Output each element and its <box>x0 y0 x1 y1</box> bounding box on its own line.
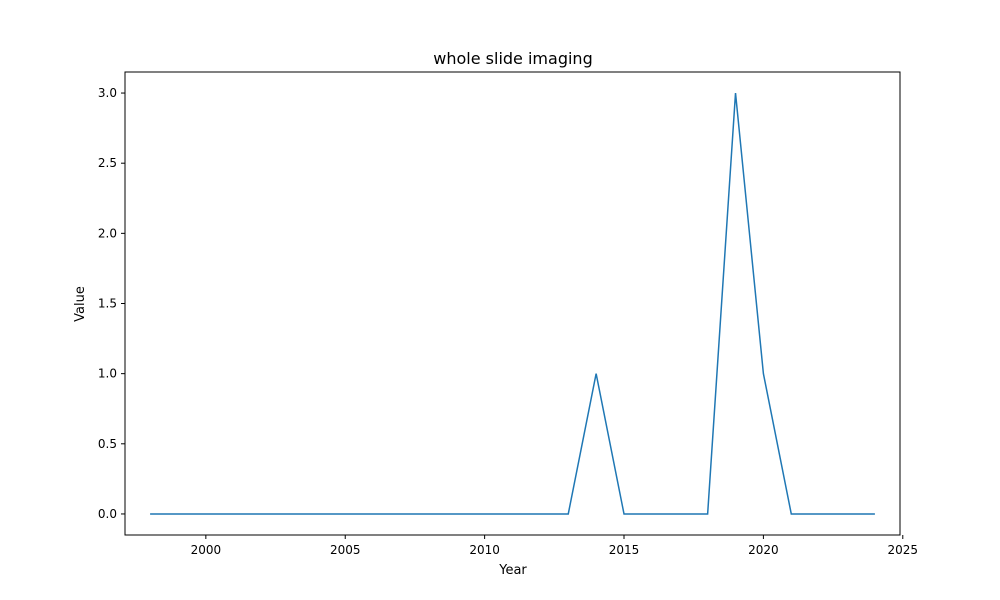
series-line <box>150 92 875 515</box>
chart-title: whole slide imaging <box>433 49 592 68</box>
y-tick-label: 3.0 <box>98 86 117 100</box>
y-tick-label: 1.5 <box>98 297 117 311</box>
x-tick-label: 2000 <box>191 543 222 557</box>
y-axis-label: Value <box>73 286 88 322</box>
x-tick-label: 2020 <box>748 543 779 557</box>
x-tick-label: 2005 <box>330 543 361 557</box>
x-axis: 2000 2005 2010 2015 2020 2025 <box>191 535 918 557</box>
y-tick-label: 2.5 <box>98 156 117 170</box>
x-tick-label: 2010 <box>469 543 500 557</box>
y-tick-label: 0.0 <box>98 507 117 521</box>
y-tick-label: 0.5 <box>98 437 117 451</box>
series-group <box>150 92 875 515</box>
x-tick-label: 2015 <box>609 543 640 557</box>
x-tick-label: 2025 <box>888 543 919 557</box>
y-tick-label: 2.0 <box>98 226 117 240</box>
y-axis: 0.0 0.5 1.0 1.5 2.0 2.5 3.0 <box>98 86 125 521</box>
y-tick-label: 1.0 <box>98 367 117 381</box>
plot-frame <box>124 71 901 536</box>
x-axis-label: Year <box>498 563 527 578</box>
